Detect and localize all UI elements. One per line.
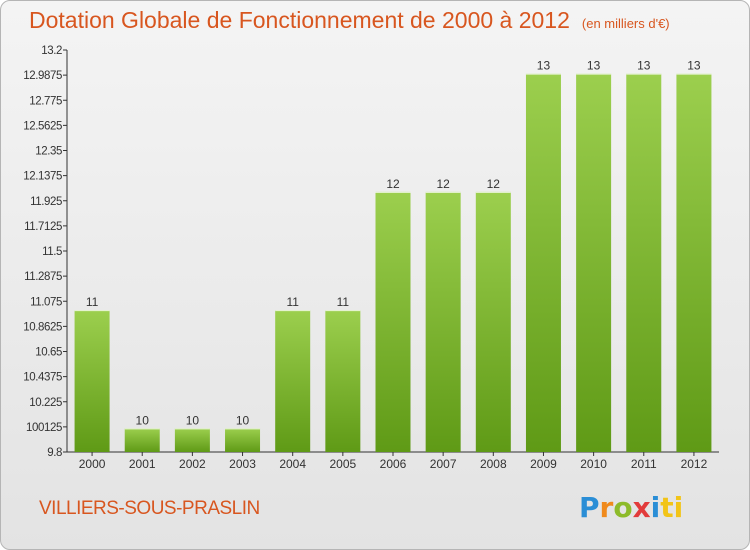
y-tick-label: 11.5 bbox=[42, 246, 62, 258]
data-label: 10 bbox=[136, 413, 150, 427]
y-tick-label: 12.9875 bbox=[23, 70, 62, 82]
x-tick-label: 2003 bbox=[229, 457, 256, 471]
x-tick-label: 2011 bbox=[631, 457, 657, 471]
x-tick-label: 2005 bbox=[329, 457, 356, 471]
proxiti-logo: Proxiti bbox=[579, 491, 683, 524]
data-label: 12 bbox=[436, 177, 450, 191]
logo-letter: P bbox=[579, 491, 600, 524]
chart-title: Dotation Globale de Fonctionnement de 20… bbox=[29, 7, 670, 34]
logo-letter: ti bbox=[660, 491, 684, 524]
data-label: 11 bbox=[286, 295, 299, 309]
data-label: 10 bbox=[186, 413, 200, 427]
chart-title-text: Dotation Globale de Fonctionnement de 20… bbox=[29, 7, 570, 33]
bar bbox=[225, 428, 261, 452]
y-tick-label: 9.8 bbox=[47, 447, 62, 459]
y-tick-label: 12.1375 bbox=[23, 171, 62, 183]
bar bbox=[425, 191, 461, 452]
x-tick-label: 2012 bbox=[681, 457, 708, 471]
x-tick-label: 2006 bbox=[380, 457, 407, 471]
x-tick-label: 2002 bbox=[179, 457, 206, 471]
bar bbox=[576, 73, 612, 452]
data-label: 13 bbox=[537, 59, 551, 73]
y-tick-label: 10.225 bbox=[29, 397, 62, 409]
y-tick-label: 100125 bbox=[26, 422, 62, 434]
y-tick-label: 12.35 bbox=[35, 146, 62, 158]
bar bbox=[174, 428, 210, 452]
x-tick-label: 2007 bbox=[430, 457, 457, 471]
data-label: 12 bbox=[487, 177, 501, 191]
y-tick-label: 10.65 bbox=[35, 347, 62, 359]
y-tick-label: 13.2 bbox=[41, 45, 62, 57]
data-label: 12 bbox=[386, 177, 400, 191]
data-label: 13 bbox=[687, 59, 701, 73]
y-tick-label: 11.2875 bbox=[24, 271, 62, 283]
logo-letter: i bbox=[650, 491, 661, 524]
y-tick-label: 11.075 bbox=[30, 296, 62, 308]
y-tick-label: 10.4375 bbox=[23, 372, 62, 384]
bar bbox=[626, 73, 662, 452]
commune-name: VILLIERS-SOUS-PRASLIN bbox=[39, 498, 260, 519]
data-label: 11 bbox=[86, 295, 99, 309]
y-tick-label: 11.925 bbox=[30, 196, 62, 208]
bar bbox=[676, 73, 712, 452]
logo-letter: x bbox=[632, 491, 651, 524]
bar bbox=[525, 73, 561, 452]
bar bbox=[124, 428, 160, 452]
x-tick-label: 2004 bbox=[279, 457, 306, 471]
logo-letter: o bbox=[613, 491, 633, 524]
bar bbox=[74, 310, 110, 452]
x-tick-label: 2008 bbox=[480, 457, 507, 471]
y-tick-label: 12.5625 bbox=[23, 120, 62, 132]
data-label: 10 bbox=[236, 413, 250, 427]
bar bbox=[375, 191, 411, 452]
data-label: 13 bbox=[637, 59, 651, 73]
bar bbox=[475, 191, 511, 452]
x-tick-label: 2010 bbox=[580, 457, 607, 471]
bar bbox=[275, 310, 311, 452]
unit-label: (en milliers d'€) bbox=[581, 16, 670, 31]
data-label: 11 bbox=[337, 295, 350, 309]
data-label: 13 bbox=[587, 59, 601, 73]
y-tick-label: 12.775 bbox=[29, 95, 62, 107]
y-tick-label: 10.8625 bbox=[23, 321, 62, 333]
y-tick-label: 11.7125 bbox=[24, 221, 62, 233]
bar bbox=[325, 310, 361, 452]
x-tick-label: 2000 bbox=[79, 457, 106, 471]
logo-letter: r bbox=[599, 491, 614, 524]
x-tick-label: 2001 bbox=[129, 457, 156, 471]
x-tick-label: 2009 bbox=[530, 457, 557, 471]
